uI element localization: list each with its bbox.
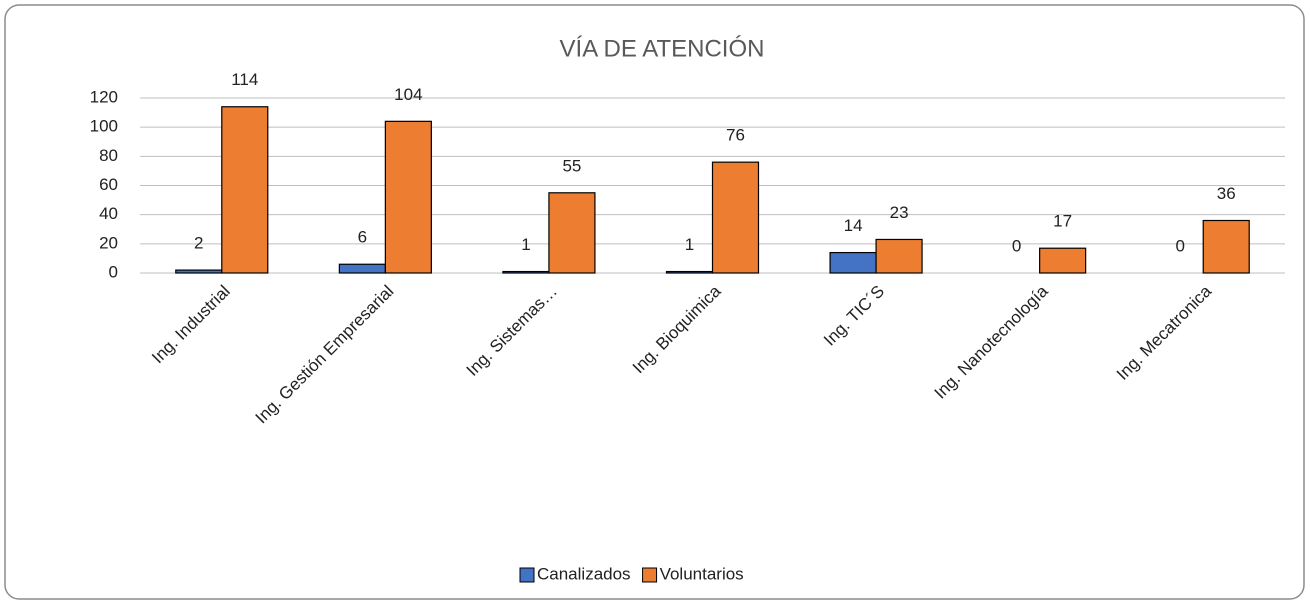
y-tick-label: 100	[90, 117, 118, 136]
bar	[875, 238, 923, 274]
data-label: 55	[562, 156, 581, 175]
chart-title: VÍA DE ATENCIÓN	[560, 35, 765, 62]
y-tick-label: 60	[99, 175, 118, 194]
data-label: 76	[726, 126, 745, 145]
chart-frame	[4, 4, 1305, 600]
bar	[502, 270, 550, 274]
legend-label: Canalizados	[537, 564, 631, 583]
data-label: 2	[194, 234, 203, 253]
bar	[384, 120, 432, 274]
y-tick-label: 0	[109, 262, 118, 281]
bar	[1039, 247, 1087, 274]
legend-swatch	[642, 567, 658, 583]
data-label: 6	[358, 228, 367, 247]
data-label: 0	[1175, 236, 1184, 255]
legend-swatch	[519, 567, 535, 583]
data-label: 14	[844, 216, 863, 235]
data-label: 36	[1217, 184, 1236, 203]
bar	[665, 270, 714, 274]
y-tick-label: 120	[90, 87, 118, 106]
data-label: 1	[521, 235, 530, 254]
legend-label: Voluntarios	[660, 564, 744, 583]
bar	[548, 192, 596, 274]
bar	[711, 161, 760, 274]
data-label: 0	[1012, 236, 1021, 255]
bar	[338, 263, 386, 274]
bar	[1202, 219, 1250, 274]
y-tick-label: 20	[99, 233, 118, 252]
bar	[175, 269, 223, 274]
data-label: 1	[685, 235, 694, 254]
bar	[221, 106, 269, 274]
data-label: 23	[890, 203, 909, 222]
data-label: 114	[231, 70, 258, 89]
data-label: 17	[1053, 212, 1072, 231]
y-tick-label: 80	[99, 146, 118, 165]
bar	[829, 251, 877, 274]
data-label: 104	[394, 85, 422, 104]
y-tick-label: 40	[99, 204, 118, 223]
